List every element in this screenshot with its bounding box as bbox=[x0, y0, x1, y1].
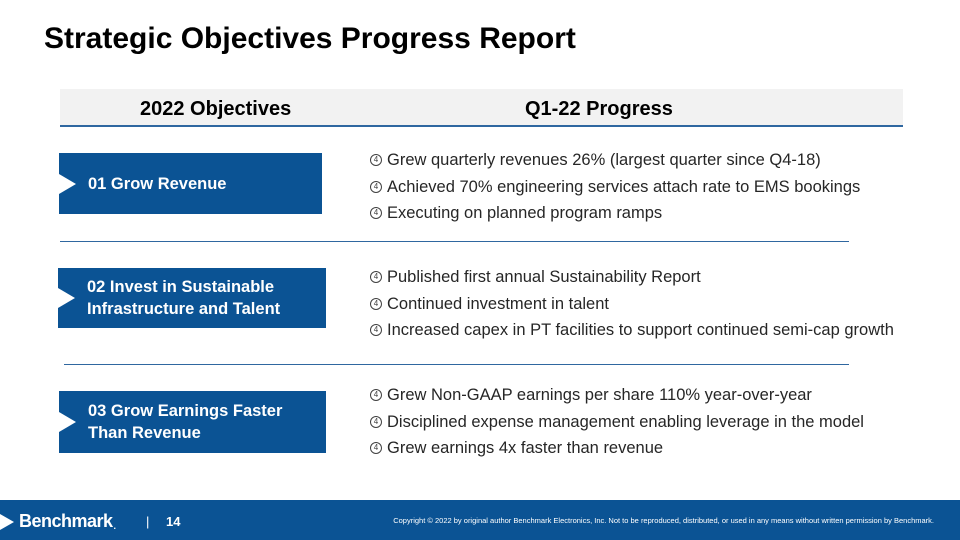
list-item: 4 Achieved 70% engineering services atta… bbox=[370, 174, 860, 201]
copyright-notice: Copyright © 2022 by original author Benc… bbox=[393, 516, 934, 525]
progress-list-1: 4 Grew quarterly revenues 26% (largest q… bbox=[370, 147, 860, 227]
column-header-objectives: 2022 Objectives bbox=[140, 98, 292, 120]
benchmark-logo: Benchmark . bbox=[0, 511, 116, 532]
triangle-arrow-icon bbox=[58, 288, 75, 308]
objective-box-grow-earnings: 03 Grow Earnings Faster Than Revenue bbox=[59, 391, 326, 453]
page-title: Strategic Objectives Progress Report bbox=[44, 22, 576, 55]
logo-triangle-icon bbox=[0, 513, 14, 530]
circled-bullet-icon: 4 bbox=[370, 442, 382, 455]
progress-list-3: 4 Grew Non-GAAP earnings per share 110% … bbox=[370, 382, 864, 462]
circled-bullet-icon: 4 bbox=[370, 207, 382, 220]
table-header-bar bbox=[60, 89, 903, 127]
logo-dot: . bbox=[113, 520, 117, 531]
objective-label: 02 Invest in Sustainable bbox=[87, 278, 275, 296]
list-item: 4 Increased capex in PT facilities to su… bbox=[370, 317, 894, 344]
circled-bullet-icon: 4 bbox=[370, 154, 382, 167]
list-item: 4 Grew earnings 4x faster than revenue bbox=[370, 435, 864, 462]
triangle-arrow-icon bbox=[59, 412, 76, 432]
list-item: 4 Published first annual Sustainability … bbox=[370, 264, 894, 291]
objective-label: 01 Grow Revenue bbox=[88, 174, 227, 193]
circled-bullet-icon: 4 bbox=[370, 324, 382, 337]
list-item: 4 Executing on planned program ramps bbox=[370, 200, 860, 227]
progress-list-2: 4 Published first annual Sustainability … bbox=[370, 264, 894, 344]
list-item: 4 Continued investment in talent bbox=[370, 291, 894, 318]
section-divider bbox=[64, 364, 849, 365]
circled-bullet-icon: 4 bbox=[370, 415, 382, 428]
footer-separator: | bbox=[146, 514, 150, 529]
triangle-arrow-icon bbox=[59, 173, 76, 194]
column-header-progress: Q1-22 Progress bbox=[525, 98, 673, 120]
objective-box-invest-sustainable: 02 Invest in Sustainable Infrastructure … bbox=[58, 268, 326, 328]
objective-box-grow-revenue: 01 Grow Revenue bbox=[59, 153, 322, 214]
footer-bar bbox=[0, 500, 960, 540]
circled-bullet-icon: 4 bbox=[370, 389, 382, 402]
circled-bullet-icon: 4 bbox=[370, 297, 382, 310]
objective-label: Than Revenue bbox=[88, 424, 201, 442]
section-divider bbox=[60, 241, 849, 242]
page-number: 14 bbox=[166, 514, 181, 529]
objective-label: 03 Grow Earnings Faster bbox=[88, 402, 283, 420]
circled-bullet-icon: 4 bbox=[370, 271, 382, 284]
list-item: 4 Grew Non-GAAP earnings per share 110% … bbox=[370, 382, 864, 409]
logo-text: Benchmark bbox=[19, 511, 113, 531]
list-item: 4 Grew quarterly revenues 26% (largest q… bbox=[370, 147, 860, 174]
circled-bullet-icon: 4 bbox=[370, 180, 382, 193]
list-item: 4 Disciplined expense management enablin… bbox=[370, 409, 864, 436]
objective-label: Infrastructure and Talent bbox=[87, 300, 281, 318]
